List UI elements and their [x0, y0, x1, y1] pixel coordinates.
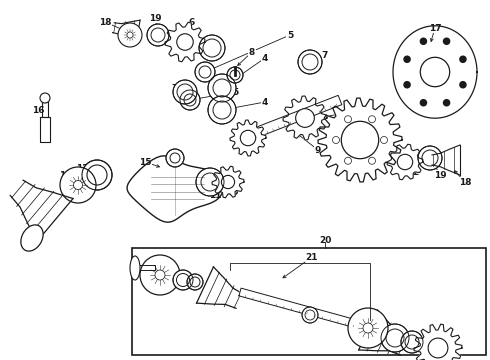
Circle shape — [342, 121, 379, 159]
Circle shape — [368, 157, 375, 164]
Polygon shape — [127, 156, 223, 222]
Circle shape — [82, 160, 112, 190]
Circle shape — [419, 37, 427, 45]
Circle shape — [140, 255, 180, 295]
Circle shape — [208, 96, 236, 124]
Circle shape — [368, 116, 375, 123]
Circle shape — [199, 35, 225, 61]
Text: 21: 21 — [306, 252, 318, 261]
Text: 3: 3 — [347, 108, 353, 117]
Circle shape — [419, 99, 427, 107]
Circle shape — [155, 270, 165, 280]
Polygon shape — [230, 120, 266, 156]
Circle shape — [401, 331, 423, 353]
Circle shape — [298, 50, 322, 74]
Polygon shape — [283, 96, 327, 140]
Text: 18: 18 — [99, 18, 111, 27]
Text: 5: 5 — [287, 31, 293, 40]
Polygon shape — [165, 22, 205, 62]
Circle shape — [147, 24, 169, 46]
Circle shape — [459, 55, 466, 63]
Polygon shape — [42, 102, 48, 117]
Text: 18: 18 — [459, 177, 471, 186]
Polygon shape — [318, 98, 402, 182]
Circle shape — [333, 136, 340, 144]
Circle shape — [196, 168, 224, 196]
Polygon shape — [387, 144, 423, 180]
Circle shape — [127, 32, 133, 38]
Text: 8: 8 — [249, 48, 255, 57]
Polygon shape — [40, 117, 50, 142]
Circle shape — [208, 74, 236, 102]
Bar — [132, 248, 486, 355]
Circle shape — [74, 180, 82, 189]
Polygon shape — [212, 166, 244, 198]
Circle shape — [403, 55, 411, 63]
Text: 13: 13 — [59, 171, 71, 180]
Text: 7: 7 — [322, 50, 328, 59]
Text: 6: 6 — [189, 18, 195, 27]
Circle shape — [397, 154, 413, 170]
Text: 19: 19 — [434, 171, 446, 180]
Circle shape — [381, 136, 388, 144]
Circle shape — [180, 90, 200, 110]
Circle shape — [240, 130, 256, 146]
Text: 9: 9 — [315, 145, 321, 154]
Circle shape — [118, 23, 142, 47]
Polygon shape — [248, 95, 342, 140]
Circle shape — [40, 93, 50, 103]
Text: 16: 16 — [32, 105, 44, 114]
Circle shape — [403, 81, 411, 89]
Circle shape — [418, 146, 442, 170]
Text: 5: 5 — [232, 87, 238, 96]
Circle shape — [221, 175, 235, 189]
Polygon shape — [393, 26, 477, 118]
Circle shape — [420, 57, 450, 87]
Text: 10: 10 — [226, 188, 238, 197]
Ellipse shape — [21, 225, 43, 251]
Text: 12: 12 — [76, 163, 88, 172]
Circle shape — [195, 62, 215, 82]
Text: 19: 19 — [148, 14, 161, 23]
Circle shape — [443, 37, 450, 45]
Polygon shape — [133, 265, 155, 270]
Text: 7: 7 — [172, 84, 178, 93]
Text: 17: 17 — [429, 23, 441, 32]
Circle shape — [344, 157, 351, 164]
Circle shape — [295, 109, 315, 127]
Circle shape — [381, 324, 409, 352]
Text: 1: 1 — [372, 150, 378, 159]
Circle shape — [173, 270, 193, 290]
Circle shape — [459, 81, 466, 89]
Polygon shape — [414, 324, 462, 360]
Circle shape — [443, 99, 450, 107]
Circle shape — [348, 308, 388, 348]
Text: 2: 2 — [412, 167, 418, 176]
Text: 4: 4 — [262, 98, 268, 107]
Text: 20: 20 — [319, 235, 331, 244]
Circle shape — [227, 67, 243, 83]
Circle shape — [363, 323, 373, 333]
Circle shape — [60, 167, 96, 203]
Polygon shape — [239, 288, 361, 329]
Circle shape — [187, 274, 203, 290]
Text: 15: 15 — [139, 158, 151, 166]
Text: 4: 4 — [262, 54, 268, 63]
Circle shape — [428, 338, 448, 358]
Text: 11: 11 — [209, 190, 221, 199]
Ellipse shape — [130, 256, 140, 280]
Text: 14: 14 — [24, 230, 36, 239]
Circle shape — [173, 80, 197, 104]
Circle shape — [344, 116, 351, 123]
Circle shape — [177, 34, 193, 50]
Circle shape — [302, 307, 318, 323]
Circle shape — [166, 149, 184, 167]
